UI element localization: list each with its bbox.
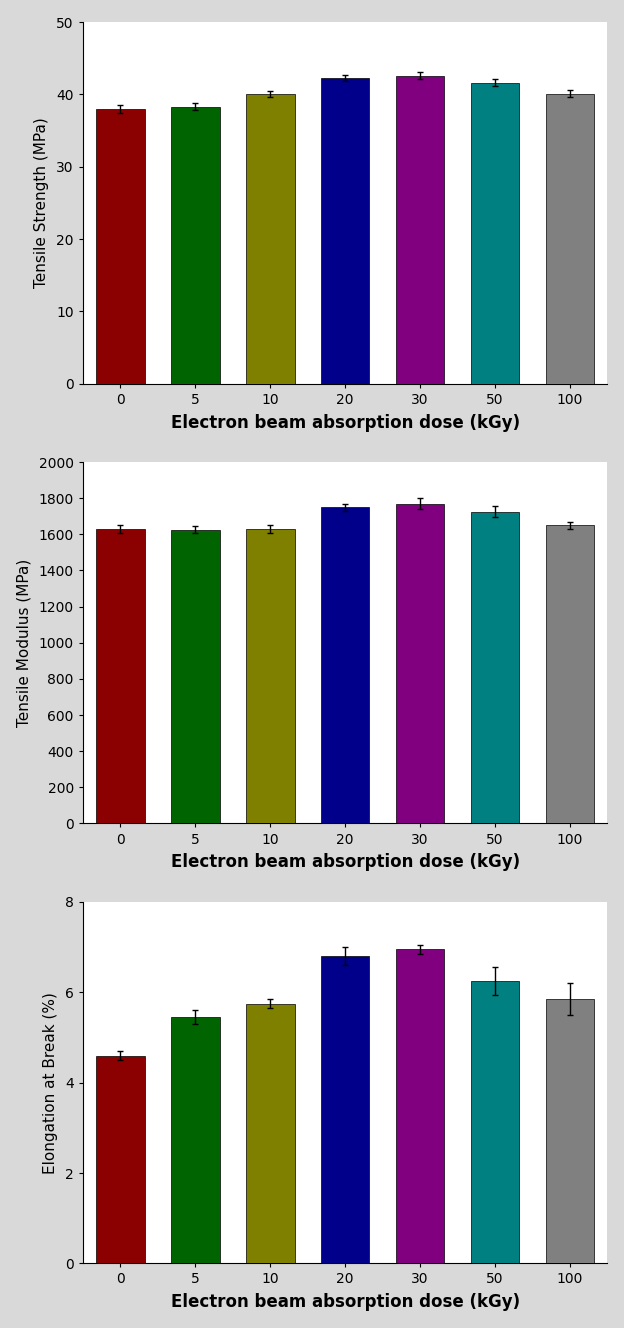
Bar	[171, 530, 220, 823]
X-axis label: Electron beam absorption dose (kGy): Electron beam absorption dose (kGy)	[170, 413, 520, 432]
Y-axis label: Tensile Modulus (MPa): Tensile Modulus (MPa)	[17, 559, 32, 726]
Bar	[246, 94, 295, 384]
Bar	[470, 82, 519, 384]
Bar	[321, 78, 369, 384]
Bar	[321, 956, 369, 1263]
Bar	[396, 76, 444, 384]
Y-axis label: Elongation at Break (%): Elongation at Break (%)	[43, 992, 58, 1174]
Bar	[396, 950, 444, 1263]
Bar	[545, 526, 594, 823]
Bar	[171, 106, 220, 384]
Bar	[96, 109, 145, 384]
Bar	[470, 511, 519, 823]
Bar	[396, 503, 444, 823]
Bar	[171, 1017, 220, 1263]
Y-axis label: Tensile Strength (MPa): Tensile Strength (MPa)	[34, 117, 49, 288]
Bar	[96, 529, 145, 823]
Bar	[96, 1056, 145, 1263]
Bar	[545, 999, 594, 1263]
Bar	[545, 94, 594, 384]
X-axis label: Electron beam absorption dose (kGy): Electron beam absorption dose (kGy)	[170, 854, 520, 871]
Bar	[246, 1004, 295, 1263]
Bar	[321, 507, 369, 823]
Bar	[470, 981, 519, 1263]
Bar	[246, 529, 295, 823]
X-axis label: Electron beam absorption dose (kGy): Electron beam absorption dose (kGy)	[170, 1293, 520, 1311]
